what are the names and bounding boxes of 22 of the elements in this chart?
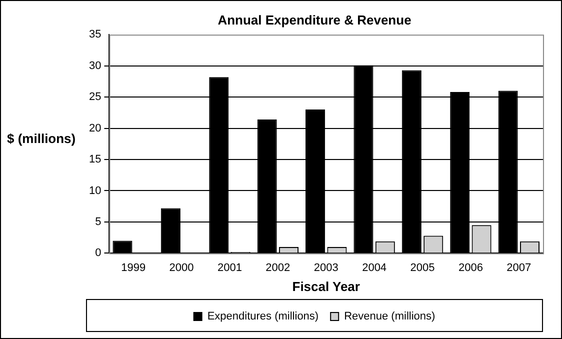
x-tick-label: 2003	[314, 262, 338, 274]
y-tick-label: 10	[88, 184, 102, 197]
y-tick-label: 35	[88, 28, 102, 41]
legend-label: Revenue (millions)	[344, 310, 436, 323]
x-tick-label: 2006	[458, 262, 483, 274]
y-tick-label: 5	[95, 216, 102, 228]
x-tick-label: 2005	[410, 262, 435, 274]
y-tick-label: 15	[88, 154, 102, 166]
y-tick-label: 25	[88, 91, 102, 104]
x-tick-label: 2007	[506, 262, 532, 274]
y-axis-title: $ (millions)	[7, 131, 76, 146]
x-axis-title: Fiscal Year	[292, 278, 360, 294]
chart-title: Annual Expenditure & Revenue	[218, 12, 412, 28]
y-tick-label: 30	[88, 60, 102, 72]
x-tick-label: 1999	[121, 262, 146, 274]
x-tick-label: 2004	[362, 262, 387, 274]
y-tick-label: 0	[95, 247, 102, 260]
x-tick-label: 2000	[169, 262, 194, 274]
legend-label: Expenditures (millions)	[207, 310, 319, 323]
x-tick-label: 2002	[266, 262, 290, 274]
y-tick-label: 20	[88, 122, 102, 134]
x-tick-label: 2001	[217, 262, 242, 274]
